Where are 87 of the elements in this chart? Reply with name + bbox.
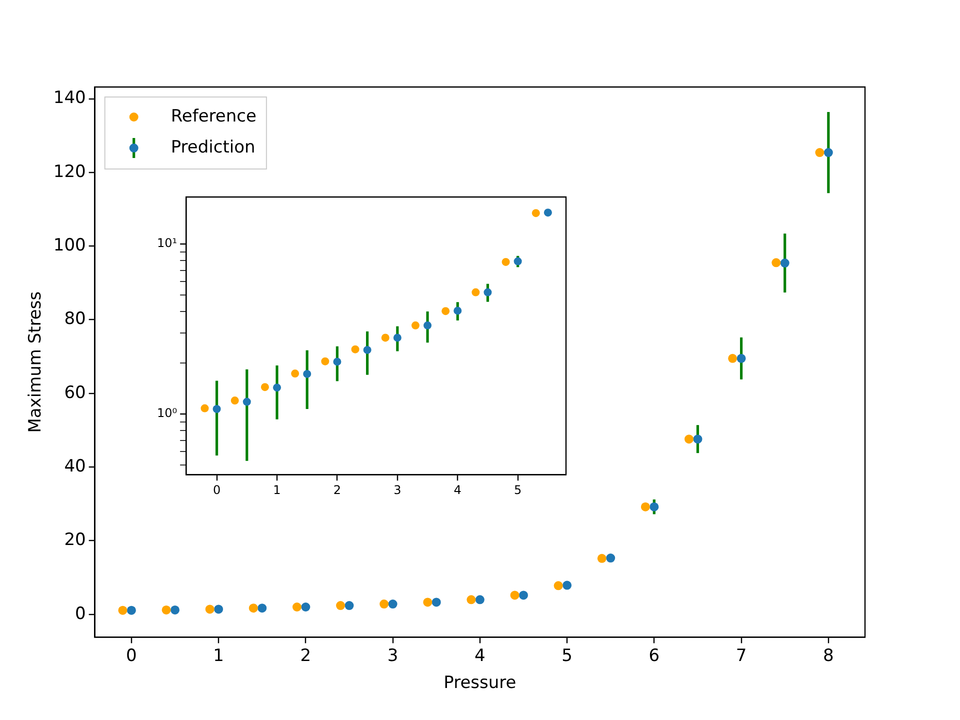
y-tick-label: 0 <box>75 604 86 624</box>
y-tick-label: 10⁰ <box>156 406 178 420</box>
point <box>423 598 432 607</box>
point <box>411 321 420 330</box>
x-tick-label: 7 <box>736 646 747 666</box>
x-tick-label: 0 <box>212 482 221 497</box>
x-tick-label: 3 <box>387 646 398 666</box>
point <box>728 354 738 363</box>
point <box>502 258 510 266</box>
point <box>260 383 269 392</box>
point <box>466 595 476 604</box>
point <box>291 370 300 378</box>
y-tick-label: 40 <box>64 456 86 476</box>
point <box>772 258 781 268</box>
point <box>393 334 402 342</box>
point <box>118 606 128 615</box>
legend-label: Reference <box>170 106 256 126</box>
point <box>442 307 450 316</box>
point <box>248 604 258 613</box>
point <box>454 306 462 315</box>
point <box>693 434 702 444</box>
point <box>736 354 746 363</box>
x-tick-label: 1 <box>273 482 281 497</box>
point <box>554 581 563 590</box>
point <box>597 554 606 563</box>
point <box>510 590 520 600</box>
point <box>544 208 552 217</box>
point <box>170 605 180 614</box>
y-tick-label: 20 <box>64 530 86 550</box>
point <box>272 384 281 392</box>
point <box>824 148 833 158</box>
point <box>162 605 171 614</box>
x-tick-label: 2 <box>333 482 342 497</box>
y-tick-label: 10¹ <box>156 236 178 250</box>
point <box>484 288 492 296</box>
point <box>684 434 694 444</box>
point <box>380 600 389 609</box>
point <box>258 604 267 613</box>
point <box>518 590 528 600</box>
point <box>424 321 432 330</box>
point <box>333 358 342 366</box>
y-tick-label: 60 <box>64 382 86 403</box>
point <box>230 396 239 405</box>
point <box>212 404 221 413</box>
point <box>606 554 616 563</box>
point <box>815 148 824 158</box>
point <box>301 602 310 612</box>
point <box>514 257 522 266</box>
legend-label: Prediction <box>170 137 256 158</box>
point <box>214 604 224 614</box>
point <box>562 580 572 590</box>
point <box>640 502 650 512</box>
point <box>200 404 209 412</box>
x-tick-label: 4 <box>454 482 462 497</box>
x-tick-label: 1 <box>213 646 224 666</box>
y-axis-title: Maximum Stress <box>26 291 46 433</box>
x-tick-label: 5 <box>514 482 522 497</box>
y-tick-label: 100 <box>53 236 86 256</box>
x-tick-label: 5 <box>562 646 572 666</box>
point <box>292 602 302 612</box>
point <box>303 370 312 378</box>
x-tick-label: 3 <box>394 482 402 497</box>
y-tick-label: 120 <box>53 162 86 182</box>
point <box>126 606 136 615</box>
point <box>472 288 480 296</box>
point <box>475 595 484 604</box>
x-tick-label: 2 <box>300 646 312 666</box>
point <box>351 345 360 354</box>
point <box>432 598 441 607</box>
x-tick-label: 8 <box>822 646 834 666</box>
point <box>205 604 214 614</box>
point <box>388 600 398 609</box>
x-tick-label: 4 <box>474 646 486 666</box>
x-tick-label: 0 <box>126 646 137 666</box>
point <box>321 357 330 366</box>
point <box>363 346 372 354</box>
point <box>780 258 790 268</box>
point <box>532 209 540 218</box>
y-tick-label: 80 <box>64 309 86 330</box>
x-tick-label: 6 <box>648 646 660 666</box>
point <box>344 601 354 610</box>
point <box>650 502 659 512</box>
point <box>336 601 346 610</box>
x-axis-title: Pressure <box>444 673 516 694</box>
y-tick-label: 140 <box>53 88 86 108</box>
point <box>381 334 390 342</box>
point <box>242 398 251 406</box>
